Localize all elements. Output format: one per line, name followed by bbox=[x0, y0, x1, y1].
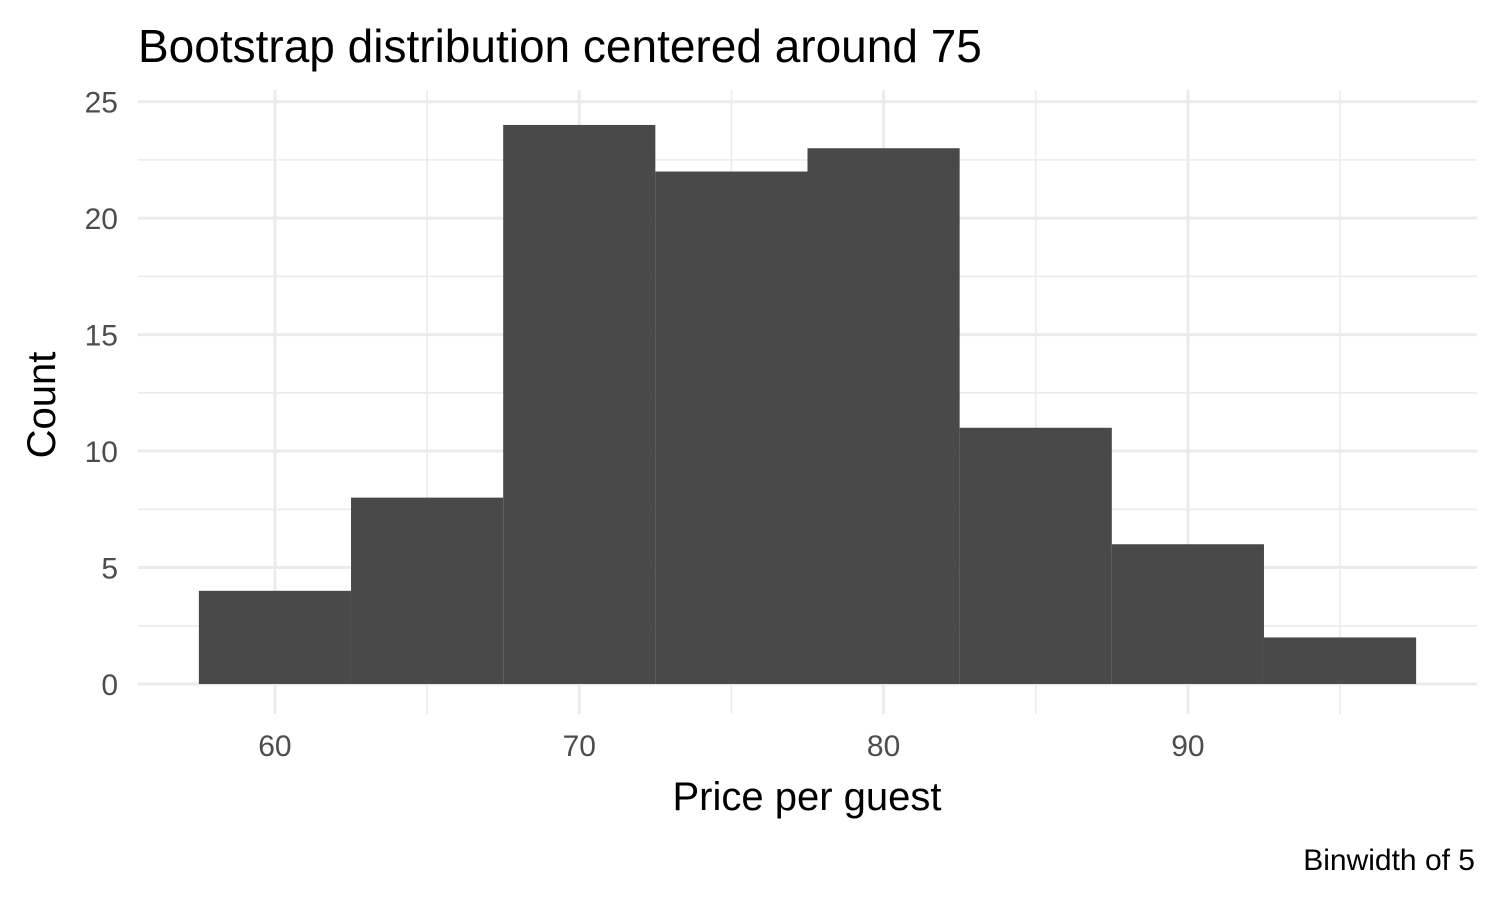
y-axis-ticks: 0 5 10 15 20 25 bbox=[85, 87, 118, 702]
y-tick-label: 15 bbox=[85, 320, 118, 353]
y-tick-label: 25 bbox=[85, 87, 118, 120]
x-tick-label: 60 bbox=[258, 730, 291, 763]
histogram-bar-2 bbox=[503, 124, 656, 685]
histogram-bar-0 bbox=[198, 590, 352, 684]
histogram-bar-3 bbox=[655, 171, 808, 684]
histogram-bar-4 bbox=[807, 148, 960, 684]
y-tick-label: 10 bbox=[85, 436, 118, 469]
y-tick-label: 5 bbox=[101, 553, 118, 586]
chart-title: Bootstrap distribution centered around 7… bbox=[138, 20, 982, 72]
x-tick-label: 90 bbox=[1171, 730, 1204, 763]
x-axis-ticks: 60 70 80 90 bbox=[258, 730, 1204, 763]
histogram-bar-6 bbox=[1111, 544, 1264, 684]
x-tick-label: 80 bbox=[867, 730, 900, 763]
histogram-bar-5 bbox=[959, 427, 1112, 684]
y-axis-title: Count bbox=[20, 352, 64, 459]
x-axis-title: Price per guest bbox=[672, 775, 941, 819]
chart-caption: Binwidth of 5 bbox=[1303, 844, 1475, 877]
x-tick-label: 70 bbox=[563, 730, 596, 763]
histogram-bar-7 bbox=[1263, 637, 1417, 684]
histogram-bars bbox=[198, 124, 1417, 685]
histogram-bar-1 bbox=[351, 497, 504, 684]
y-tick-label: 0 bbox=[101, 669, 118, 702]
y-tick-label: 20 bbox=[85, 203, 118, 236]
